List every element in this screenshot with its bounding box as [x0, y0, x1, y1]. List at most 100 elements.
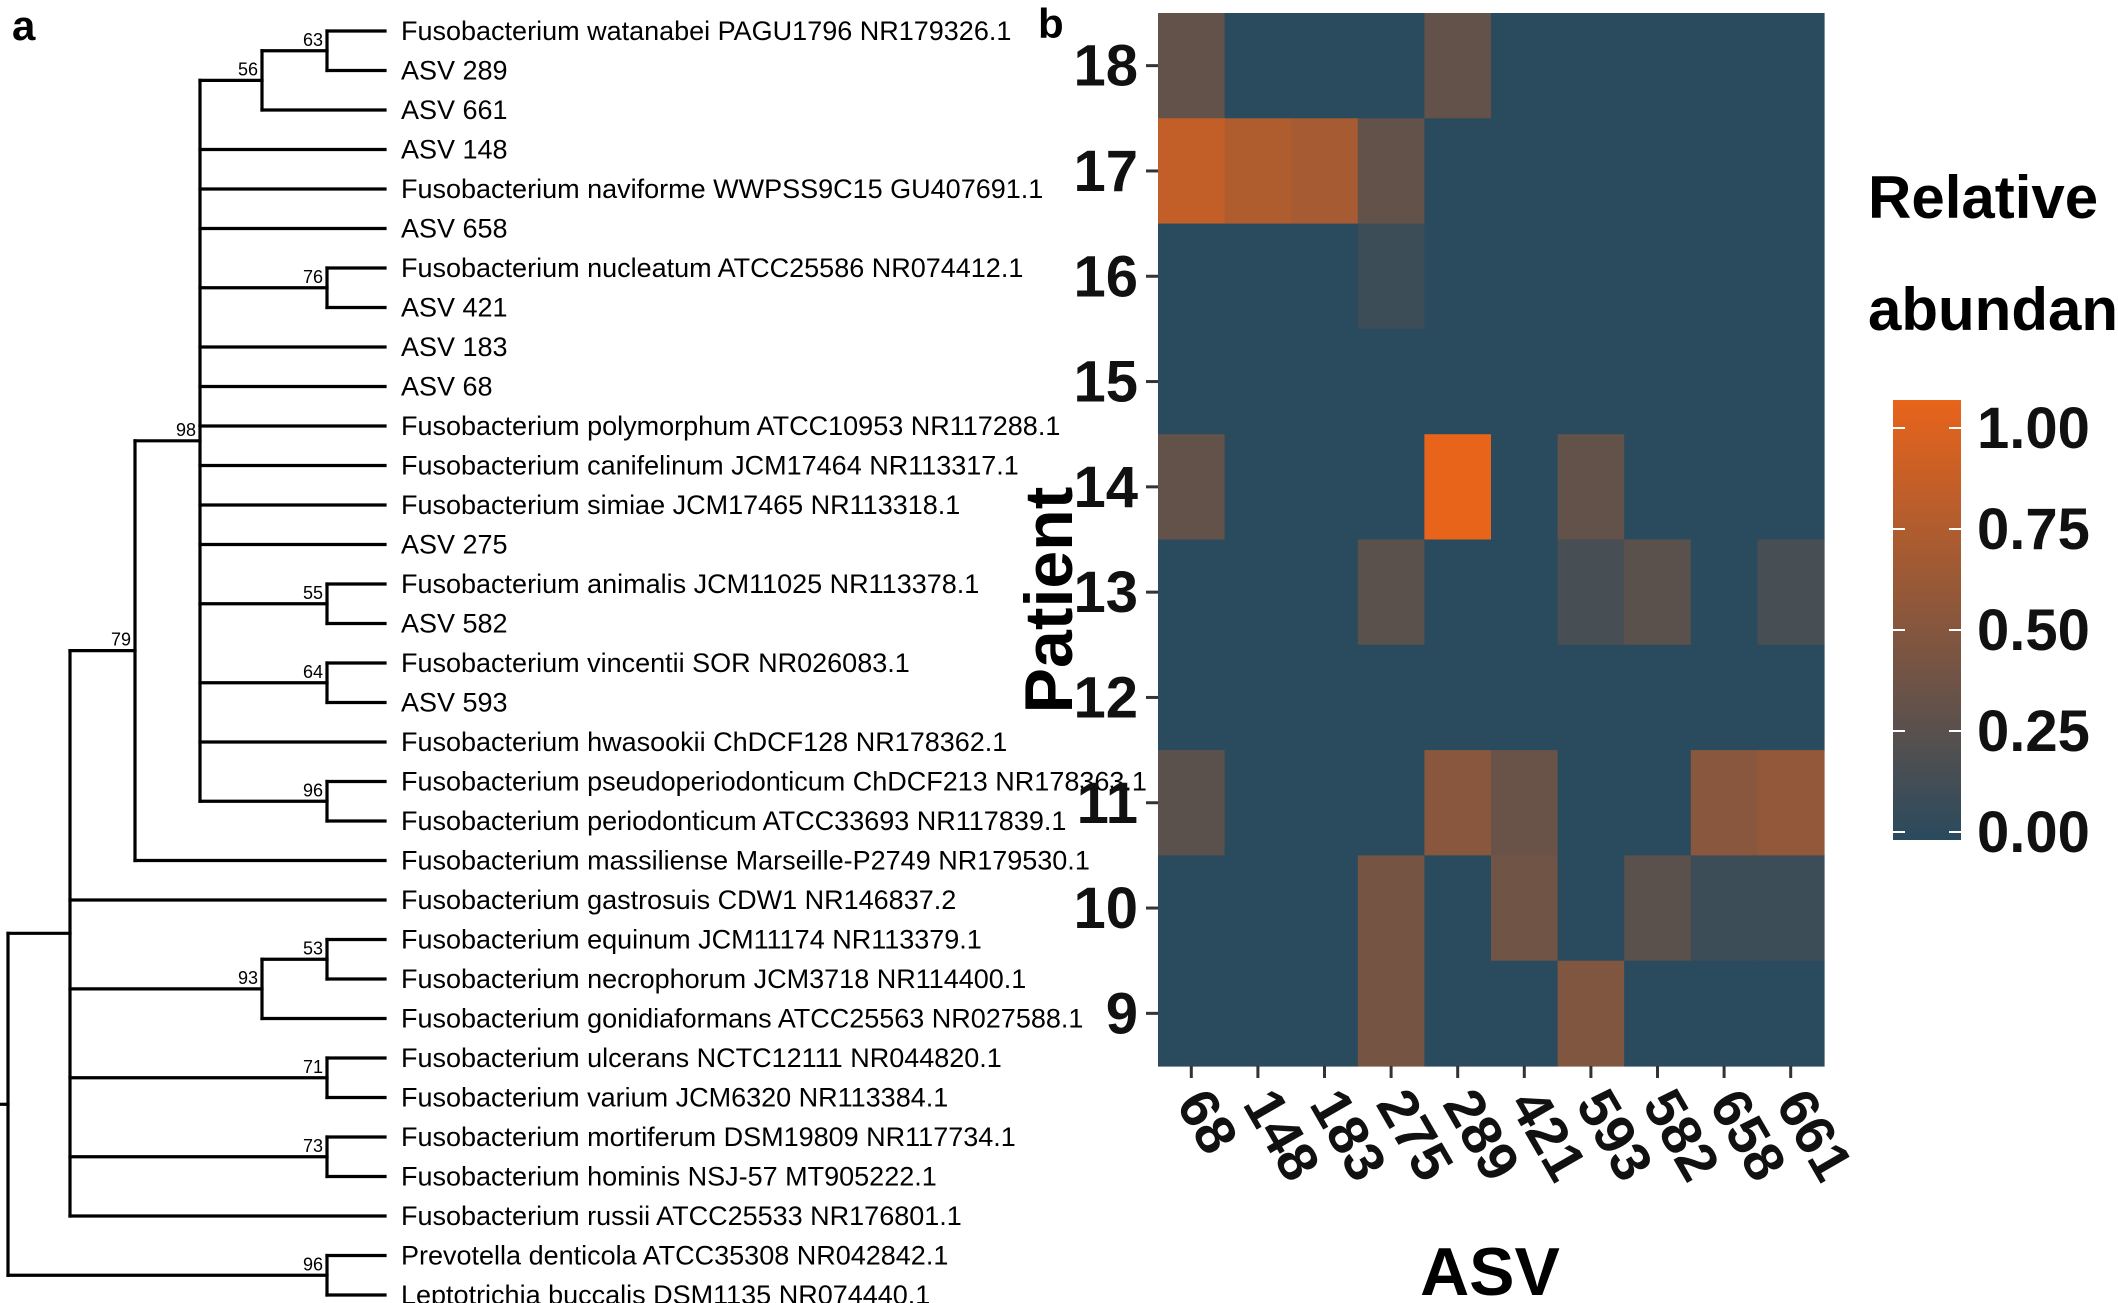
tree-tip-label: Fusobacterium mortiferum DSM19809 NR1177…: [401, 1122, 1016, 1152]
bootstrap-label: 56: [238, 59, 258, 79]
tree-tip-label: Fusobacterium ulcerans NCTC12111 NR04482…: [401, 1043, 1002, 1073]
panel-label-b: b: [1038, 0, 1064, 47]
y-tick-label: 9: [1106, 981, 1138, 1046]
heatmap-cell: [1624, 750, 1692, 856]
heatmap-cell: [1357, 960, 1425, 1067]
heatmap-cell: [1624, 644, 1692, 751]
bootstrap-values: 63 56 76 55 64 96 98 79 53 93 71 73 96: [111, 30, 323, 1275]
tree-tip-labels: Fusobacterium watanabei PAGU1796 NR17932…: [401, 16, 1147, 1303]
heatmap-cell: [1624, 855, 1692, 962]
heatmap-cell: [1357, 539, 1425, 646]
y-tick-label: 18: [1073, 34, 1138, 99]
bootstrap-label: 96: [303, 780, 323, 800]
color-legend: Relative abundance 1.00 0.75 0.50 0.25 0.00: [1868, 164, 2118, 865]
bootstrap-label: 64: [303, 662, 323, 682]
tree-tip-label: Fusobacterium animalis JCM11025 NR113378…: [401, 569, 979, 599]
tree-tip-label: ASV 661: [401, 95, 508, 125]
heatmap-cell: [1158, 644, 1226, 751]
heatmap-cell: [1491, 750, 1559, 856]
panel-label-a: a: [12, 2, 36, 49]
heatmap-chart: 18 17 16 15 14 13 12 11 10 9 68148183275289421593…: [1011, 13, 1866, 1303]
heatmap-cell: [1291, 328, 1359, 435]
heatmap-cell: [1757, 539, 1825, 646]
heatmap-cell: [1424, 434, 1492, 541]
heatmap-cell: [1690, 223, 1758, 330]
tree-tip-label: ASV 658: [401, 214, 508, 244]
heatmap-cell: [1158, 855, 1226, 962]
heatmap-cell: [1624, 13, 1692, 119]
heatmap-cell: [1624, 118, 1692, 225]
legend-tick-label: 0.75: [1977, 497, 2090, 562]
tree-tip-label: Fusobacterium equinum JCM11174 NR113379.…: [401, 925, 982, 955]
heatmap-cell: [1357, 750, 1425, 856]
heatmap-cell: [1224, 539, 1292, 646]
tree-tip-label: Fusobacterium necrophorum JCM3718 NR1144…: [401, 964, 1026, 994]
x-tick-label: 661: [1764, 1079, 1865, 1191]
heatmap-cell: [1757, 118, 1825, 225]
tree-tip-label: Fusobacterium varium JCM6320 NR113384.1: [401, 1083, 948, 1113]
heatmap-cell: [1491, 855, 1559, 962]
heatmap-cell: [1690, 13, 1758, 119]
heatmap-cells: [1158, 13, 1825, 1067]
heatmap-cell: [1557, 644, 1625, 751]
tree-tip-label: Fusobacterium massiliense Marseille-P274…: [401, 846, 1090, 876]
bootstrap-label: 96: [303, 1254, 323, 1274]
tree-tip-label: Fusobacterium simiae JCM17465 NR113318.1: [401, 490, 960, 520]
heatmap-cell: [1557, 434, 1625, 541]
heatmap-cell: [1757, 13, 1825, 119]
legend-tick-label: 1.00: [1977, 396, 2090, 461]
heatmap-cell: [1291, 644, 1359, 751]
y-tick-label: 12: [1073, 665, 1138, 730]
heatmap-cell: [1491, 644, 1559, 751]
heatmap-cell: [1757, 960, 1825, 1067]
tree-tip-label: ASV 68: [401, 372, 493, 402]
tree-tip-label: Fusobacterium naviforme WWPSS9C15 GU4076…: [401, 174, 1043, 204]
y-tick-label: 14: [1073, 455, 1138, 520]
heatmap-cell: [1557, 960, 1625, 1067]
heatmap-cell: [1424, 118, 1492, 225]
heatmap-cell: [1158, 750, 1226, 856]
x-tick-label: 68: [1165, 1079, 1251, 1164]
heatmap-cell: [1357, 13, 1425, 119]
heatmap-cell: [1224, 223, 1292, 330]
heatmap-cell: [1291, 13, 1359, 119]
y-tick-label: 13: [1073, 560, 1138, 625]
heatmap-cell: [1690, 118, 1758, 225]
heatmap-cell: [1424, 223, 1492, 330]
legend-title-line2: abundance: [1868, 276, 2118, 343]
legend-tick-label: 0.25: [1977, 699, 2090, 764]
heatmap-cell: [1357, 118, 1425, 225]
bootstrap-label: 63: [303, 30, 323, 50]
legend-colorbar: [1893, 400, 1961, 840]
heatmap-cell: [1224, 855, 1292, 962]
bootstrap-label: 53: [303, 938, 323, 958]
bootstrap-label: 76: [303, 267, 323, 287]
heatmap-cell: [1624, 960, 1692, 1067]
heatmap-cell: [1757, 328, 1825, 435]
heatmap-cell: [1690, 750, 1758, 856]
heatmap-cell: [1357, 434, 1425, 541]
tree-tip-label: Fusobacterium gonidiaformans ATCC25563 N…: [401, 1004, 1083, 1034]
heatmap-cell: [1291, 539, 1359, 646]
heatmap-cell: [1624, 328, 1692, 435]
tree-tip-label: ASV 289: [401, 56, 508, 86]
heatmap-cell: [1424, 328, 1492, 435]
heatmap-cell: [1624, 434, 1692, 541]
bootstrap-label: 55: [303, 583, 323, 603]
heatmap-cell: [1291, 434, 1359, 541]
heatmap-cell: [1557, 118, 1625, 225]
bootstrap-label: 93: [238, 968, 258, 988]
heatmap-cell: [1224, 13, 1292, 119]
heatmap-cell: [1690, 644, 1758, 751]
heatmap-cell: [1424, 644, 1492, 751]
heatmap-cell: [1690, 434, 1758, 541]
heatmap-cell: [1424, 13, 1492, 119]
heatmap-cell: [1491, 328, 1559, 435]
heatmap-cell: [1690, 539, 1758, 646]
heatmap-cell: [1424, 960, 1492, 1067]
heatmap-cell: [1491, 118, 1559, 225]
heatmap-cell: [1291, 118, 1359, 225]
tree-tip-label: Fusobacterium gastrosuis CDW1 NR146837.2: [401, 885, 956, 915]
heatmap-cell: [1158, 434, 1226, 541]
heatmap-cell: [1557, 855, 1625, 962]
